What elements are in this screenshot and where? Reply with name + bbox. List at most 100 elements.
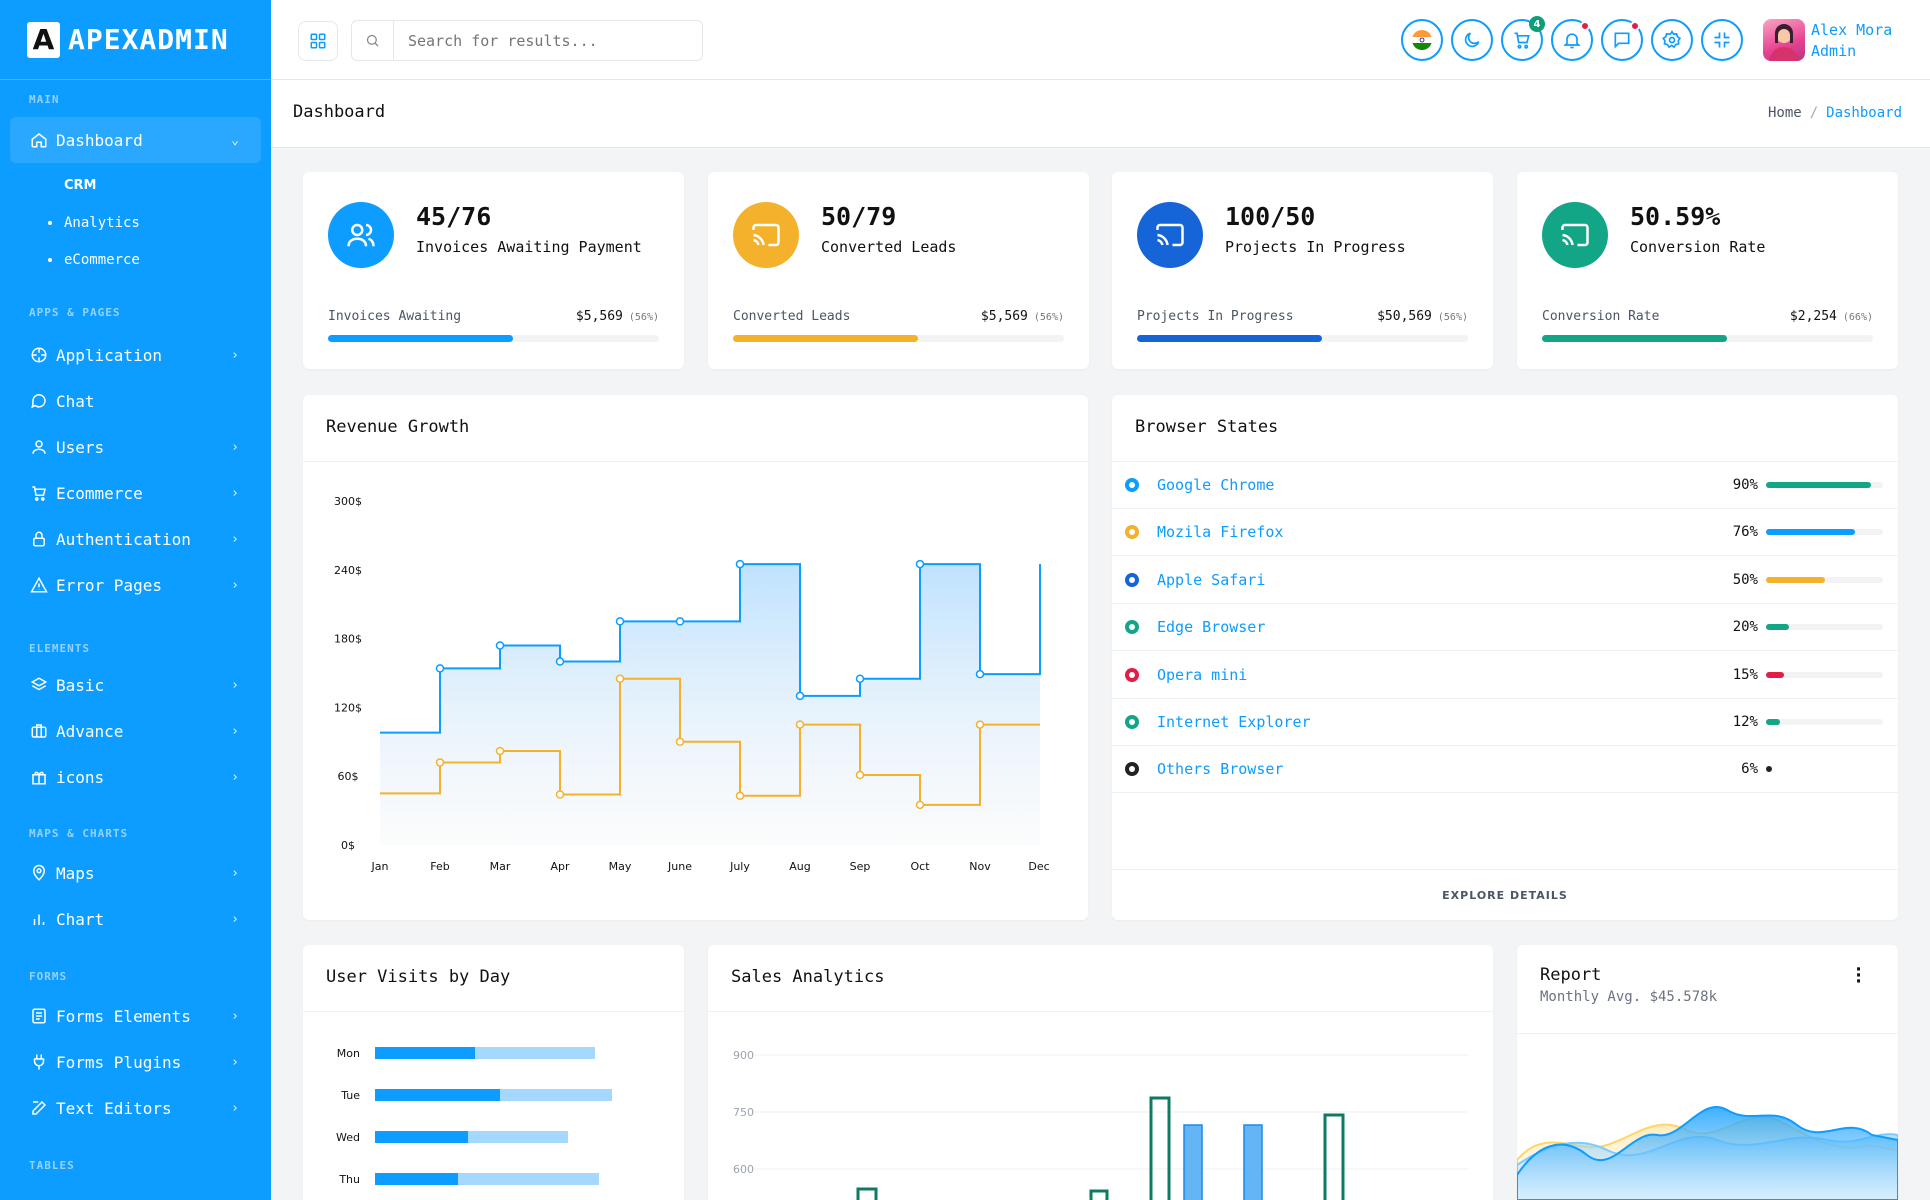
y-tick-label: 600 — [733, 1163, 754, 1176]
data-point[interactable] — [555, 790, 565, 799]
browser-row[interactable]: Opera mini 15% — [1112, 652, 1898, 699]
bar[interactable] — [1183, 1124, 1203, 1200]
data-point[interactable] — [675, 737, 685, 747]
cart-button[interactable]: 4 — [1501, 16, 1545, 61]
sidebar-item-forms-elements[interactable]: Forms Elements › — [10, 993, 261, 1039]
message-dot — [1630, 21, 1640, 31]
sidebar-item-label: Application — [56, 345, 162, 365]
data-point[interactable] — [855, 674, 865, 683]
stat-amount-value: $50,569 — [1377, 309, 1432, 324]
fullscreen-button[interactable] — [1701, 19, 1743, 61]
data-point[interactable] — [915, 800, 925, 810]
sidebar-item-ecommerce[interactable]: Ecommerce › — [10, 470, 261, 516]
bar[interactable] — [1323, 1113, 1345, 1200]
data-point[interactable] — [795, 720, 805, 729]
sidebar-item-maps[interactable]: Maps › — [10, 850, 261, 896]
sidebar-item-icons[interactable]: icons › — [10, 754, 261, 800]
sidebar-item-chat[interactable]: Chat — [10, 378, 261, 424]
browser-percent: 76% — [1732, 524, 1758, 541]
search-box — [351, 20, 703, 61]
data-point[interactable] — [555, 657, 565, 666]
data-point[interactable] — [435, 758, 445, 767]
data-point[interactable] — [435, 664, 445, 673]
brand-logo[interactable]: A APEXADMIN — [0, 0, 271, 80]
report-subtitle: Monthly Avg. $45.578k — [1540, 989, 1718, 1005]
bar[interactable] — [1089, 1189, 1109, 1200]
sidebar-item-chart[interactable]: Chart › — [10, 896, 261, 942]
messages-button[interactable] — [1601, 19, 1643, 61]
explore-details-button[interactable]: EXPLORE DETAILS — [1112, 869, 1898, 920]
layers-icon — [30, 677, 48, 691]
sidebar-item-application[interactable]: Application › — [10, 332, 261, 378]
sales-analytics-card: Sales Analytics 900 750 600 — [708, 945, 1493, 1200]
browser-row[interactable]: Internet Explorer 12% — [1112, 699, 1898, 746]
apps-grid-button[interactable] — [298, 21, 338, 61]
user-visits-chart: Mon Tue Wed Thu — [336, 1047, 612, 1186]
sidebar-sub-ecommerce[interactable]: eCommerce — [0, 241, 271, 278]
browser-row[interactable]: Edge Browser 20% — [1112, 604, 1898, 652]
data-point[interactable] — [975, 669, 985, 679]
browser-row[interactable]: Google Chrome 90% — [1112, 462, 1898, 509]
bar[interactable] — [1243, 1124, 1263, 1200]
bar[interactable] — [1149, 1096, 1171, 1200]
data-point[interactable] — [795, 691, 805, 701]
data-point[interactable] — [975, 720, 985, 729]
sidebar-sub-analytics[interactable]: Analytics — [0, 204, 271, 241]
sidebar-item-authentication[interactable]: Authentication › — [10, 516, 261, 562]
bar[interactable] — [856, 1187, 878, 1200]
data-point[interactable] — [675, 617, 685, 626]
data-point[interactable] — [615, 617, 625, 626]
sidebar-item-text-editors[interactable]: Text Editors › — [10, 1085, 261, 1131]
notifications-button[interactable] — [1551, 19, 1593, 61]
data-point[interactable] — [735, 791, 745, 800]
sidebar-sub-crm[interactable]: CRM — [64, 178, 97, 193]
sidebar-item-advance[interactable]: Advance › — [10, 708, 261, 754]
revenue-growth-card: Revenue Growth 0$ 60$ 120$ 180$ 240$ 300$ Jan F… — [303, 395, 1088, 920]
bar[interactable] — [375, 1089, 500, 1101]
stat-label: Invoices Awaiting Payment — [416, 238, 642, 256]
bar[interactable] — [468, 1131, 568, 1143]
settings-button[interactable] — [1651, 19, 1693, 61]
browser-row[interactable]: Others Browser 6% — [1112, 746, 1898, 794]
language-button[interactable] — [1401, 19, 1443, 61]
search-icon[interactable] — [352, 21, 394, 60]
user-info[interactable]: Alex Mora Admin — [1811, 20, 1892, 62]
data-point[interactable] — [495, 641, 505, 650]
data-point[interactable] — [735, 559, 745, 569]
bar[interactable] — [375, 1047, 475, 1059]
section-main: MAIN — [29, 93, 60, 106]
bar[interactable] — [375, 1173, 458, 1185]
data-point[interactable] — [855, 770, 865, 780]
avatar[interactable] — [1763, 19, 1805, 61]
browser-name: Others Browser — [1157, 760, 1284, 779]
bar[interactable] — [458, 1173, 599, 1185]
revenue-growth-title: Revenue Growth — [326, 417, 470, 437]
data-point[interactable] — [915, 559, 925, 569]
chevron-right-icon: › — [231, 723, 239, 739]
browser-row[interactable]: Mozila Firefox 76% — [1112, 509, 1898, 557]
sidebar-item-error-pages[interactable]: Error Pages › — [10, 562, 261, 608]
search-input[interactable] — [394, 31, 684, 50]
chrome-icon — [1125, 478, 1139, 492]
data-point[interactable] — [615, 674, 625, 683]
data-point[interactable] — [495, 746, 505, 756]
browser-row[interactable]: Apple Safari 50% — [1112, 557, 1898, 604]
bar-chart-icon — [33, 914, 45, 925]
x-tick-label: Dec — [1028, 860, 1049, 873]
browser-progress — [1766, 529, 1883, 536]
sidebar-item-basic[interactable]: Basic › — [10, 662, 261, 708]
card-divider — [1112, 461, 1898, 462]
stat-caption: Conversion Rate — [1542, 309, 1660, 324]
sidebar-item-dashboard[interactable]: Dashboard ⌄ — [10, 117, 261, 163]
bar[interactable] — [475, 1047, 595, 1059]
bar[interactable] — [375, 1131, 468, 1143]
bar[interactable] — [500, 1089, 612, 1101]
browser-percent: 12% — [1732, 714, 1758, 730]
stat-card: 100/50 Projects In Progress Projects In … — [1112, 172, 1493, 369]
breadcrumb-home[interactable]: Home — [1767, 105, 1802, 121]
sidebar-item-forms-plugins[interactable]: Forms Plugins › — [10, 1039, 261, 1085]
more-vertical-icon[interactable]: · · · — [1853, 959, 1864, 992]
sidebar-item-users[interactable]: Users › — [10, 424, 261, 470]
card-divider — [1517, 1033, 1898, 1034]
dark-mode-button[interactable] — [1451, 19, 1493, 61]
